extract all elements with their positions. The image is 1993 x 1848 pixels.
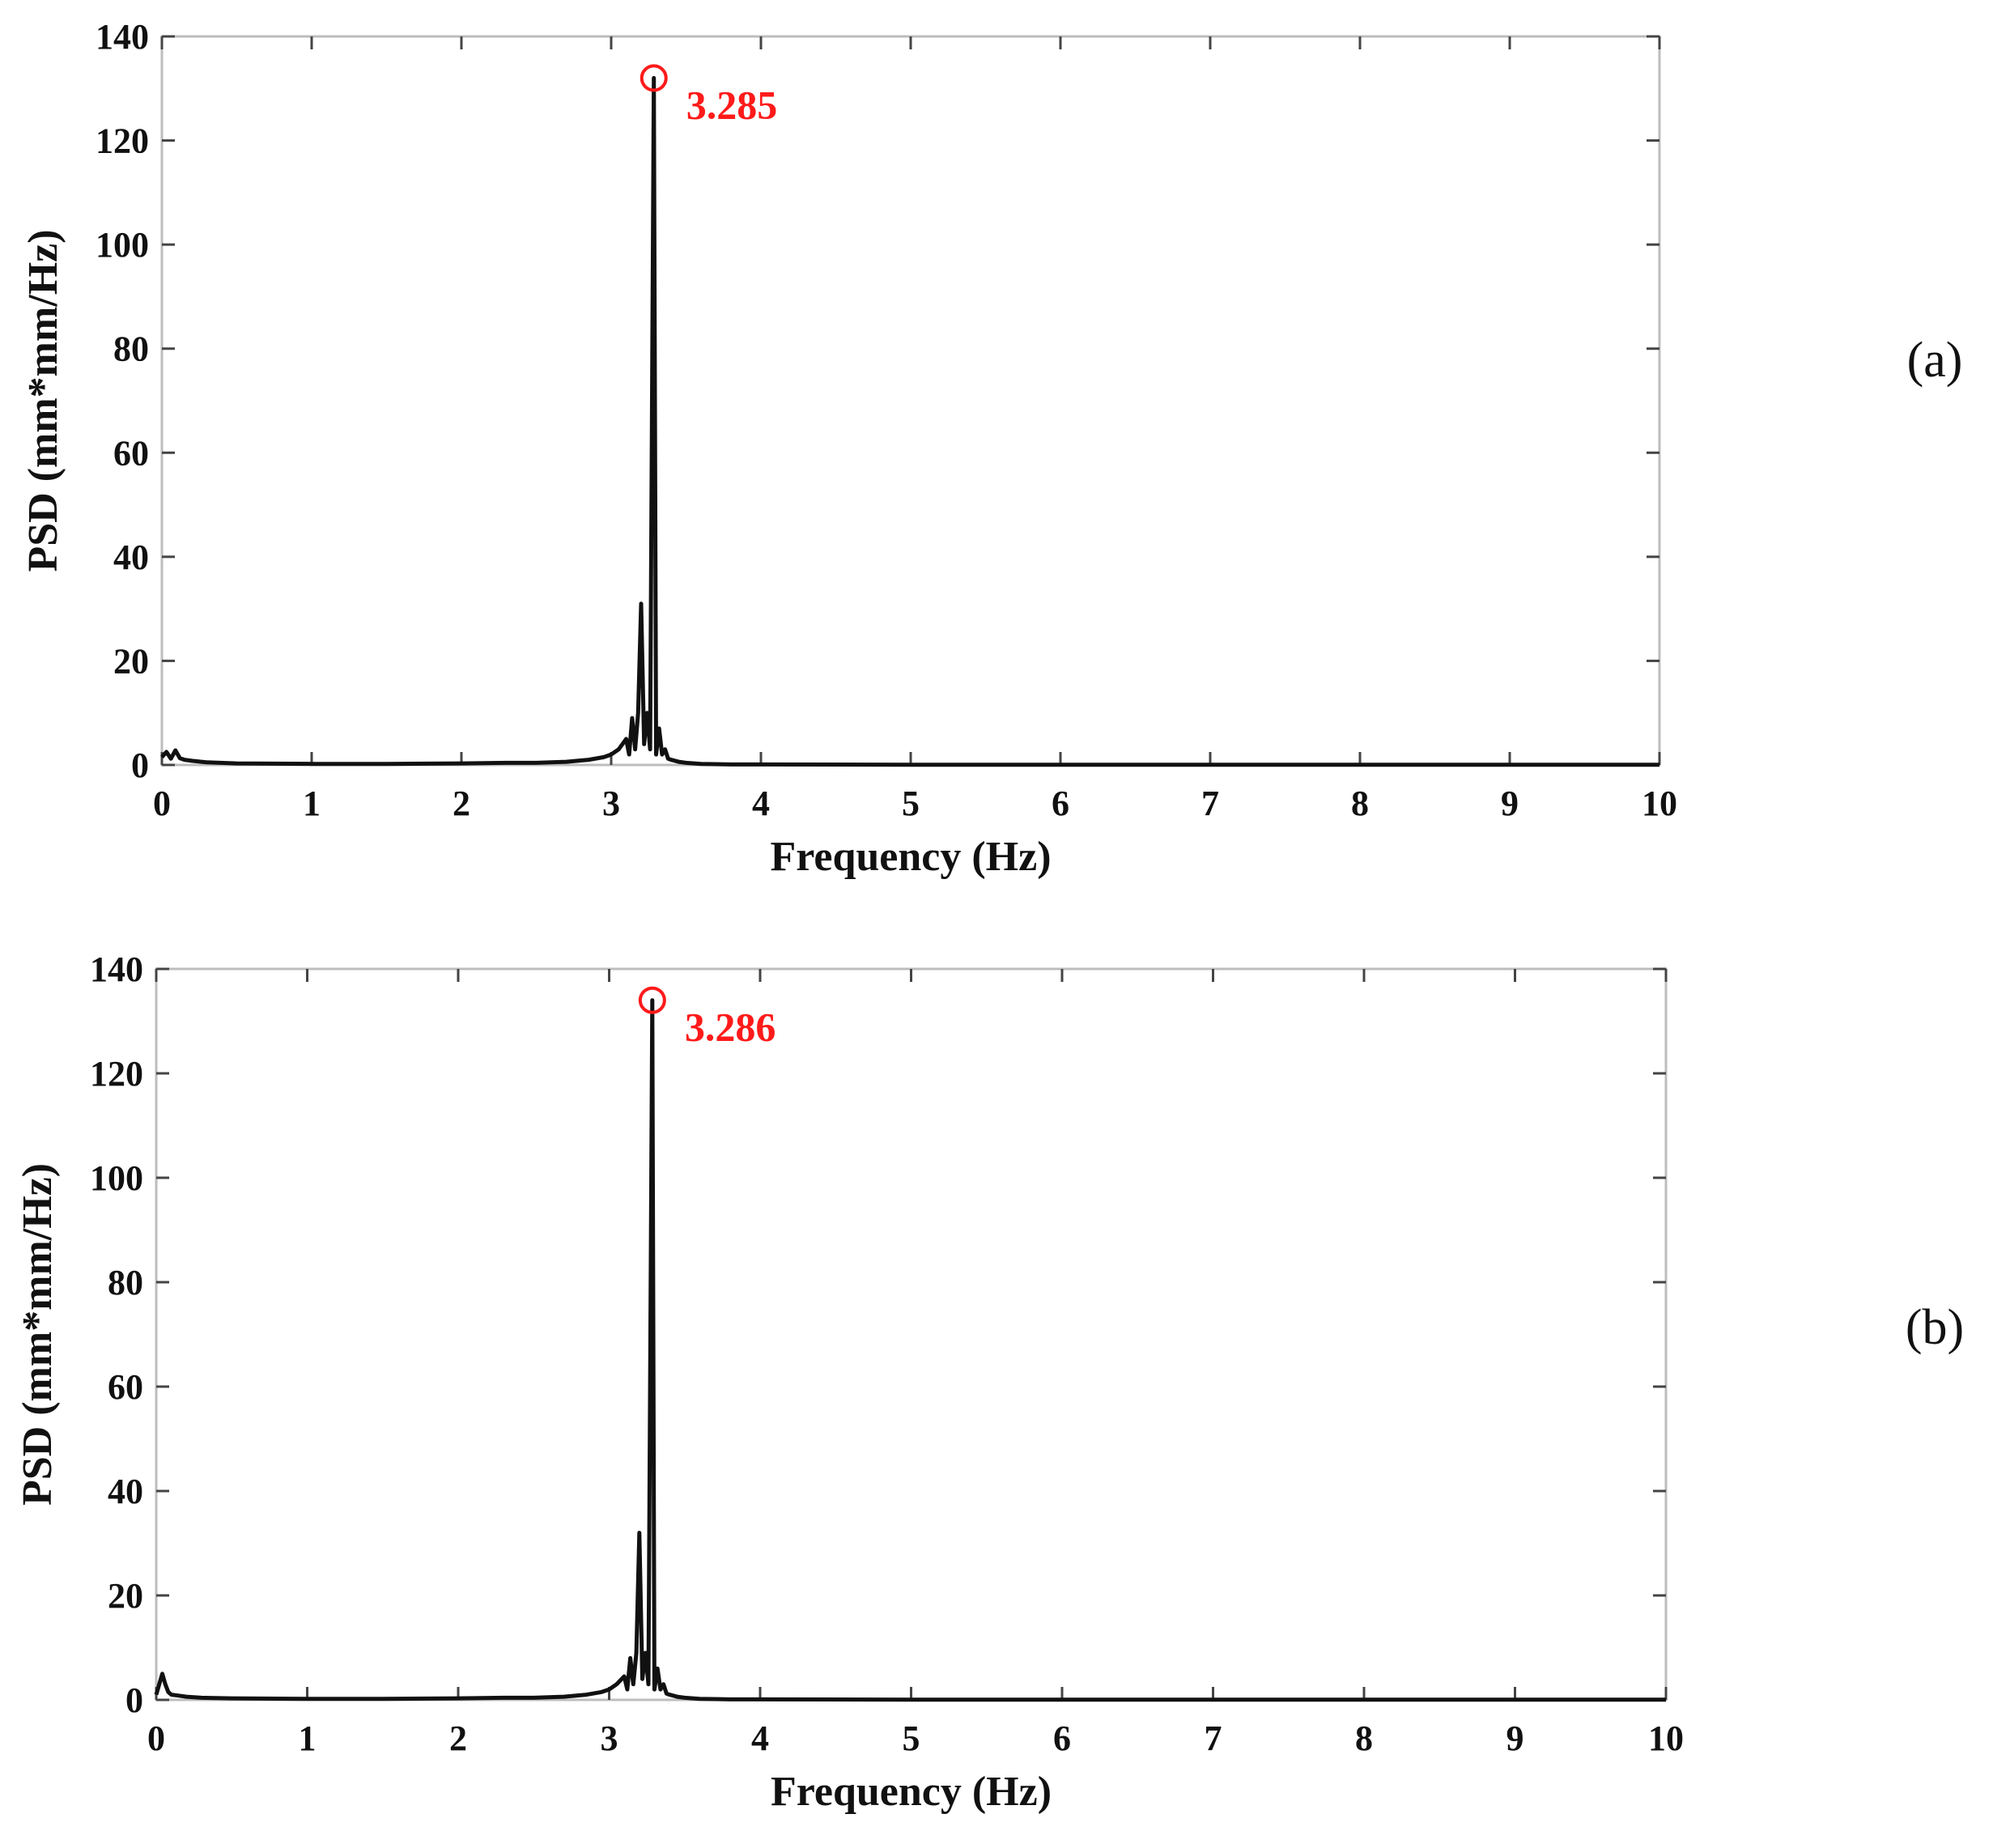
- plot-area: [155, 967, 1668, 1701]
- y-axis-label: PSD (mm*mm/Hz): [20, 229, 66, 571]
- x-tick-label: 10: [1642, 784, 1677, 823]
- y-tick-label: 120: [90, 1054, 143, 1094]
- y-tick-label: 80: [113, 329, 149, 369]
- x-tick-label: 8: [1355, 1718, 1373, 1758]
- x-tick-label: 3: [601, 1718, 618, 1758]
- x-tick-label: 7: [1201, 784, 1219, 823]
- peak-label: 3.285: [686, 82, 778, 127]
- plot-area: [160, 35, 1661, 767]
- panel-label: (a): [1907, 333, 1963, 388]
- x-axis-label: Frequency (Hz): [770, 834, 1051, 880]
- x-tick-label: 3: [602, 784, 620, 823]
- y-tick-label: 140: [90, 949, 143, 989]
- x-tick-label: 1: [303, 784, 321, 823]
- x-tick-label: 10: [1648, 1718, 1684, 1758]
- x-tick-label: 9: [1506, 1718, 1524, 1758]
- y-tick-label: 20: [113, 641, 149, 681]
- x-axis-label: Frequency (Hz): [771, 1769, 1052, 1815]
- y-tick-label: 20: [108, 1576, 143, 1616]
- x-tick-label: 8: [1351, 784, 1369, 823]
- x-tick-label: 1: [299, 1718, 317, 1758]
- psd-series-line: [154, 998, 1666, 1702]
- y-tick-label: 40: [108, 1472, 143, 1511]
- x-tick-label: 0: [153, 784, 171, 823]
- x-tick-label: 2: [449, 1718, 467, 1758]
- chart-panel-a: 0 1 2 3 4 5 6 7 8 9 10020406080100120140Frequency …: [20, 17, 1962, 880]
- y-tick-label: 40: [113, 537, 149, 577]
- peak-marker: [638, 986, 666, 1014]
- x-tick-label: 6: [1053, 1718, 1071, 1758]
- y-tick-label: 140: [96, 17, 149, 57]
- chart-panel-b: 0 1 2 3 4 5 6 7 8 9 10020406080100120140Frequency …: [15, 949, 1964, 1815]
- y-tick-label: 120: [96, 121, 149, 161]
- x-tick-label: 7: [1205, 1718, 1222, 1758]
- x-tick-label: 5: [903, 1718, 920, 1758]
- y-axis-label: PSD (mm*mm/Hz): [15, 1163, 61, 1506]
- x-tick-label: 5: [902, 784, 920, 823]
- x-tick-label: 4: [752, 784, 770, 823]
- x-tick-label: 0: [147, 1718, 165, 1758]
- peak-marker: [640, 64, 668, 92]
- y-tick-label: 100: [96, 225, 149, 265]
- y-tick-label: 0: [131, 746, 149, 785]
- x-tick-label: 6: [1052, 784, 1069, 823]
- peak-label: 3.286: [685, 1005, 776, 1050]
- psd-series-line: [160, 75, 1659, 767]
- x-tick-label: 2: [453, 784, 470, 823]
- x-tick-label: 4: [751, 1718, 769, 1758]
- y-tick-label: 100: [90, 1158, 143, 1198]
- y-tick-label: 60: [108, 1367, 143, 1407]
- panel-label: (b): [1906, 1300, 1964, 1355]
- y-tick-label: 60: [113, 433, 149, 473]
- y-tick-label: 80: [108, 1263, 143, 1302]
- x-tick-label: 9: [1501, 784, 1519, 823]
- y-tick-label: 0: [125, 1680, 143, 1720]
